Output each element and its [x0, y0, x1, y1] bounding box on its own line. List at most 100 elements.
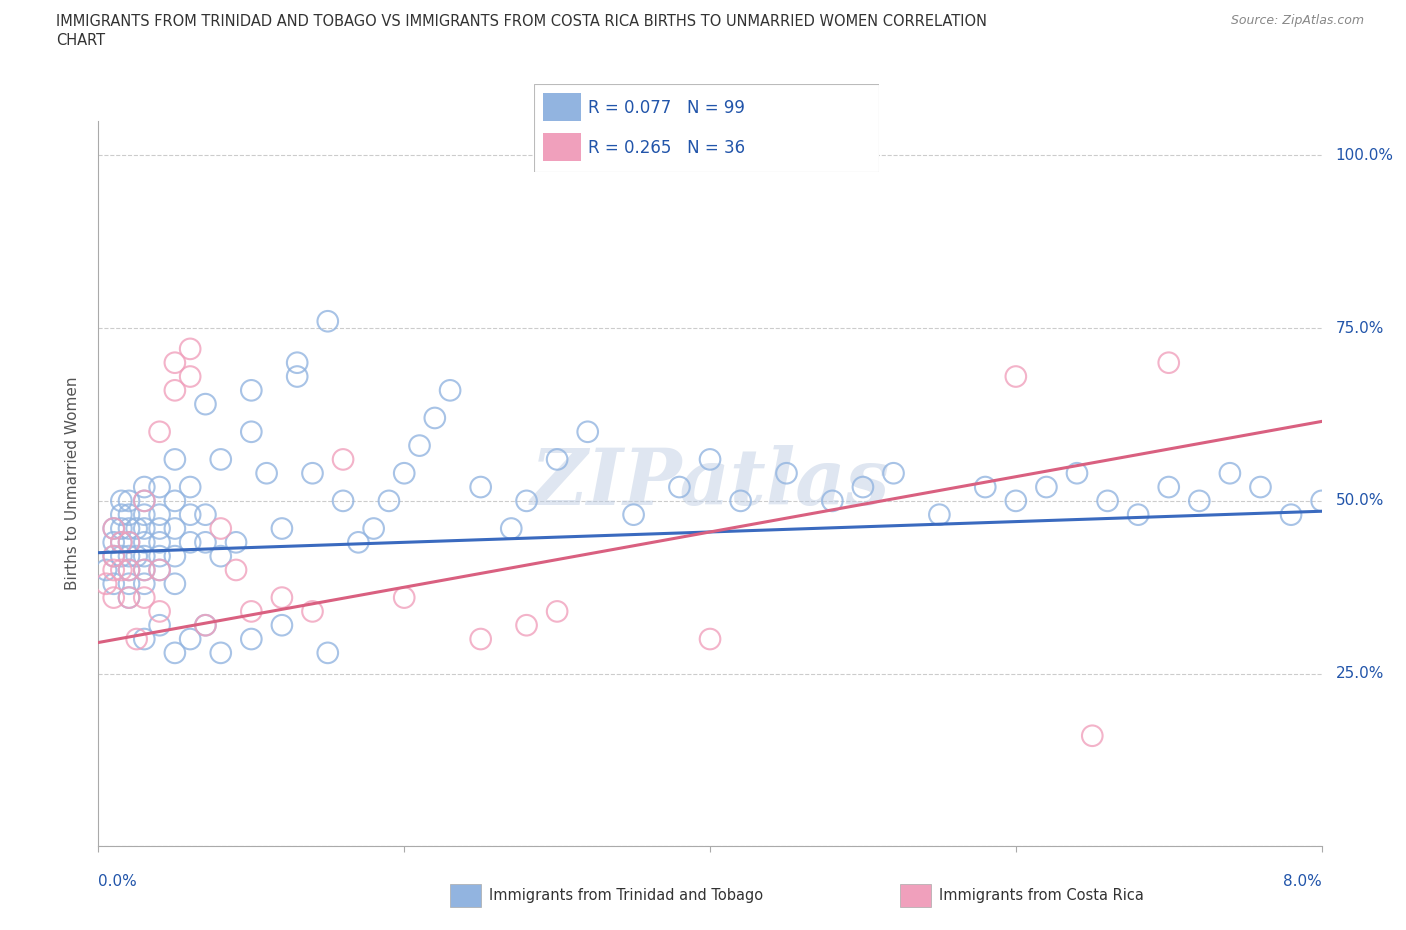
- Point: [316, 313, 339, 328]
- Point: [134, 507, 156, 522]
- Point: [118, 494, 141, 509]
- Point: [775, 466, 797, 481]
- Point: [301, 604, 323, 618]
- Point: [546, 604, 568, 618]
- Text: 75.0%: 75.0%: [1336, 321, 1384, 336]
- Text: R = 0.265   N = 36: R = 0.265 N = 36: [588, 140, 745, 157]
- Point: [149, 521, 172, 536]
- Text: Immigrants from Costa Rica: Immigrants from Costa Rica: [939, 888, 1144, 903]
- Point: [110, 535, 132, 550]
- Point: [103, 535, 125, 550]
- Point: [285, 355, 308, 370]
- Point: [134, 577, 156, 591]
- Point: [149, 549, 172, 564]
- Point: [1157, 480, 1180, 495]
- Point: [225, 563, 247, 578]
- Point: [1157, 355, 1180, 370]
- Point: [110, 507, 132, 522]
- Point: [134, 563, 156, 578]
- Point: [163, 549, 186, 564]
- Text: Immigrants from Trinidad and Tobago: Immigrants from Trinidad and Tobago: [489, 888, 763, 903]
- Point: [163, 355, 186, 370]
- Text: 50.0%: 50.0%: [1336, 494, 1384, 509]
- Point: [125, 521, 148, 536]
- Point: [149, 535, 172, 550]
- Point: [134, 535, 156, 550]
- Point: [974, 480, 997, 495]
- Point: [179, 535, 201, 550]
- Point: [730, 494, 752, 509]
- Point: [470, 631, 492, 646]
- Point: [270, 618, 294, 632]
- Point: [118, 549, 141, 564]
- Point: [501, 521, 523, 536]
- Y-axis label: Births to Unmarried Women: Births to Unmarried Women: [65, 377, 80, 591]
- Point: [439, 383, 461, 398]
- Point: [163, 577, 186, 591]
- Point: [1035, 480, 1057, 495]
- Point: [209, 645, 232, 660]
- Point: [163, 452, 186, 467]
- Point: [546, 452, 568, 467]
- Point: [103, 549, 125, 564]
- Point: [1097, 494, 1119, 509]
- Point: [240, 424, 263, 439]
- Point: [316, 645, 339, 660]
- Point: [209, 549, 232, 564]
- Point: [134, 549, 156, 564]
- FancyBboxPatch shape: [543, 93, 581, 121]
- Point: [110, 521, 132, 536]
- Point: [1219, 466, 1241, 481]
- Point: [110, 535, 132, 550]
- Point: [1249, 480, 1271, 495]
- Point: [149, 604, 172, 618]
- Point: [194, 397, 217, 412]
- Point: [883, 466, 905, 481]
- Point: [470, 480, 492, 495]
- Point: [103, 549, 125, 564]
- Point: [118, 577, 141, 591]
- Point: [1310, 494, 1333, 509]
- Point: [149, 563, 172, 578]
- Point: [149, 563, 172, 578]
- Point: [363, 521, 385, 536]
- FancyBboxPatch shape: [543, 133, 581, 162]
- Point: [423, 410, 446, 425]
- Point: [209, 452, 232, 467]
- Point: [408, 438, 430, 453]
- FancyBboxPatch shape: [534, 84, 879, 172]
- Point: [332, 452, 354, 467]
- Text: 25.0%: 25.0%: [1336, 666, 1384, 681]
- Point: [103, 577, 125, 591]
- Point: [516, 618, 538, 632]
- Point: [125, 631, 148, 646]
- Text: R = 0.077   N = 99: R = 0.077 N = 99: [588, 99, 745, 116]
- Point: [110, 563, 132, 578]
- Point: [301, 466, 323, 481]
- Point: [134, 631, 156, 646]
- Point: [94, 563, 117, 578]
- Point: [118, 591, 141, 605]
- Point: [1066, 466, 1088, 481]
- Point: [118, 535, 141, 550]
- Point: [134, 591, 156, 605]
- Point: [163, 383, 186, 398]
- Point: [110, 549, 132, 564]
- Point: [240, 604, 263, 618]
- Point: [134, 494, 156, 509]
- Point: [118, 563, 141, 578]
- Point: [347, 535, 370, 550]
- Point: [576, 424, 599, 439]
- Point: [1081, 728, 1104, 743]
- Point: [118, 535, 141, 550]
- Point: [118, 563, 141, 578]
- Point: [1004, 494, 1026, 509]
- Point: [270, 521, 294, 536]
- Point: [240, 631, 263, 646]
- Point: [103, 521, 125, 536]
- Point: [125, 549, 148, 564]
- Text: 0.0%: 0.0%: [98, 874, 138, 889]
- Point: [179, 507, 201, 522]
- Point: [1004, 369, 1026, 384]
- Point: [270, 591, 294, 605]
